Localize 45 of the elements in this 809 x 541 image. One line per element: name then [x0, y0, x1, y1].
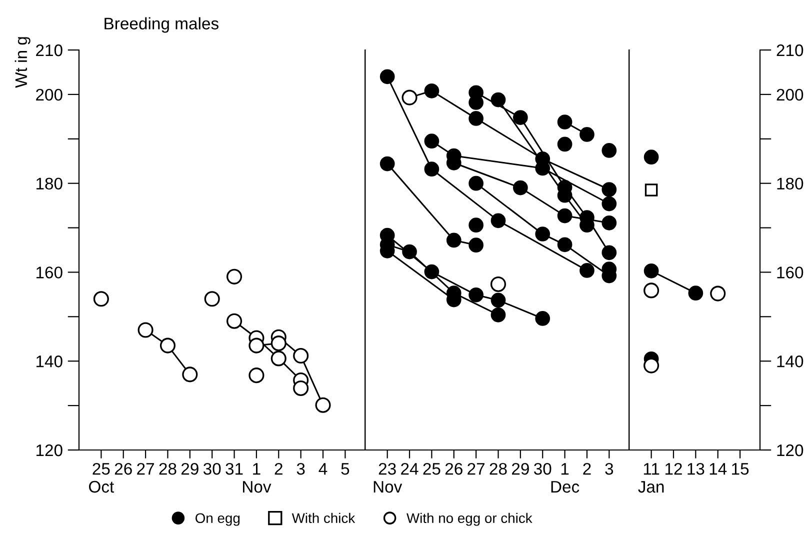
x-tick-label: 1 Dec	[551, 463, 580, 493]
x-tick-label: 13	[688, 462, 704, 475]
x-tick-label: 11 Jan	[638, 463, 664, 493]
y-axis-title: Wt in g	[14, 37, 30, 88]
x-tick-label: 27	[137, 462, 154, 475]
legend-label: On egg	[196, 513, 240, 526]
x-tick-label: 23 Nov	[374, 462, 402, 493]
x-tick-label: 1 Nov	[243, 463, 272, 493]
legend-label: With chick	[292, 512, 356, 524]
x-tick-label: 15	[732, 463, 749, 475]
x-tick-label: 26	[445, 462, 462, 475]
x-tick-label: 31	[226, 462, 243, 475]
x-tick-label: 25 Oct	[89, 462, 114, 493]
x-tick-label: 2	[274, 462, 282, 475]
y-tick-label: 180	[36, 178, 62, 190]
legend-label: With no egg or chick	[406, 512, 532, 526]
y-tick-label: 120	[36, 444, 62, 456]
chart-title: Breeding males	[104, 17, 218, 33]
x-tick-label: 26	[114, 462, 132, 475]
y-tick-label: 200	[36, 88, 62, 101]
y-tick-label: 120	[777, 444, 804, 456]
x-tick-label: 3	[605, 462, 614, 475]
x-tick-label: 3	[296, 462, 305, 475]
x-tick-label: 30	[534, 462, 552, 475]
x-tick-label: 30	[203, 462, 221, 475]
x-tick-label: 25	[423, 462, 440, 475]
x-tick-label: 28	[159, 462, 176, 475]
y-tick-label: 140	[777, 356, 804, 368]
x-tick-label: 29	[512, 462, 529, 475]
y-tick-label: 160	[36, 266, 62, 278]
y-tick-label: 210	[36, 44, 62, 56]
x-tick-label: 29	[181, 462, 198, 475]
x-tick-label: 5	[341, 463, 350, 475]
x-tick-label: 27	[468, 462, 484, 475]
x-tick-label: 28	[490, 462, 507, 475]
y-tick-label: 140	[36, 356, 62, 368]
x-tick-label: 2	[583, 462, 591, 475]
x-tick-label: 12	[665, 462, 682, 475]
y-tick-label: 160	[777, 266, 804, 278]
y-tick-label: 210	[776, 44, 804, 56]
x-tick-label: 4	[318, 463, 328, 475]
x-tick-label: 14	[710, 463, 727, 475]
y-tick-label: 200	[776, 88, 804, 101]
y-tick-label: 180	[777, 178, 804, 190]
x-tick-label: 24	[401, 462, 418, 475]
